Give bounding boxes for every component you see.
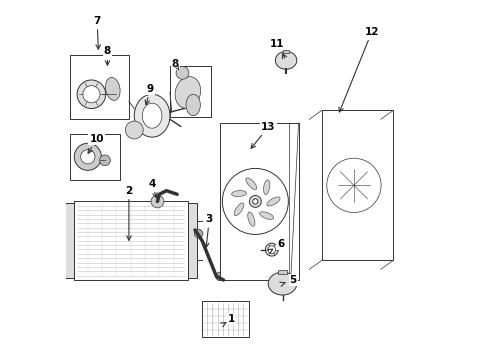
Circle shape <box>77 80 106 109</box>
Text: 8: 8 <box>104 46 111 65</box>
Circle shape <box>74 143 101 170</box>
Ellipse shape <box>267 197 280 206</box>
Bar <box>278 270 287 274</box>
Circle shape <box>222 168 289 234</box>
Text: 8: 8 <box>172 59 179 69</box>
Circle shape <box>151 195 164 208</box>
Text: 7: 7 <box>94 16 101 49</box>
Ellipse shape <box>232 190 246 197</box>
Text: 4: 4 <box>148 179 157 198</box>
Circle shape <box>125 121 143 139</box>
Ellipse shape <box>268 272 297 295</box>
Circle shape <box>194 229 203 238</box>
Circle shape <box>327 158 381 212</box>
Bar <box>202 301 248 337</box>
Text: 2: 2 <box>125 186 132 240</box>
Text: 5: 5 <box>280 275 297 286</box>
Text: 10: 10 <box>88 134 104 153</box>
Ellipse shape <box>234 203 244 216</box>
Bar <box>170 66 211 117</box>
Text: 9: 9 <box>145 84 154 105</box>
Circle shape <box>99 155 110 166</box>
Text: 1: 1 <box>220 314 235 327</box>
Bar <box>65 203 74 278</box>
Ellipse shape <box>248 212 255 226</box>
Text: 6: 6 <box>268 239 284 253</box>
Ellipse shape <box>134 94 170 137</box>
Text: 11: 11 <box>270 39 287 59</box>
Bar <box>70 134 120 180</box>
Ellipse shape <box>105 77 120 100</box>
Ellipse shape <box>142 103 162 128</box>
Bar <box>188 203 197 278</box>
Circle shape <box>266 243 278 256</box>
Circle shape <box>176 66 189 79</box>
Circle shape <box>268 246 276 253</box>
Circle shape <box>83 86 100 103</box>
Text: 3: 3 <box>204 214 213 247</box>
Circle shape <box>249 195 261 207</box>
Bar <box>220 123 298 280</box>
Circle shape <box>216 272 224 281</box>
Bar <box>74 202 188 280</box>
Ellipse shape <box>246 178 257 190</box>
Ellipse shape <box>264 180 270 195</box>
Circle shape <box>81 150 95 164</box>
Text: 12: 12 <box>339 27 379 112</box>
Bar <box>283 50 289 53</box>
Ellipse shape <box>186 94 200 116</box>
Ellipse shape <box>275 51 297 69</box>
Ellipse shape <box>260 212 274 220</box>
Circle shape <box>253 199 258 204</box>
Ellipse shape <box>175 77 200 108</box>
Text: 13: 13 <box>251 122 275 148</box>
Bar <box>70 55 129 119</box>
